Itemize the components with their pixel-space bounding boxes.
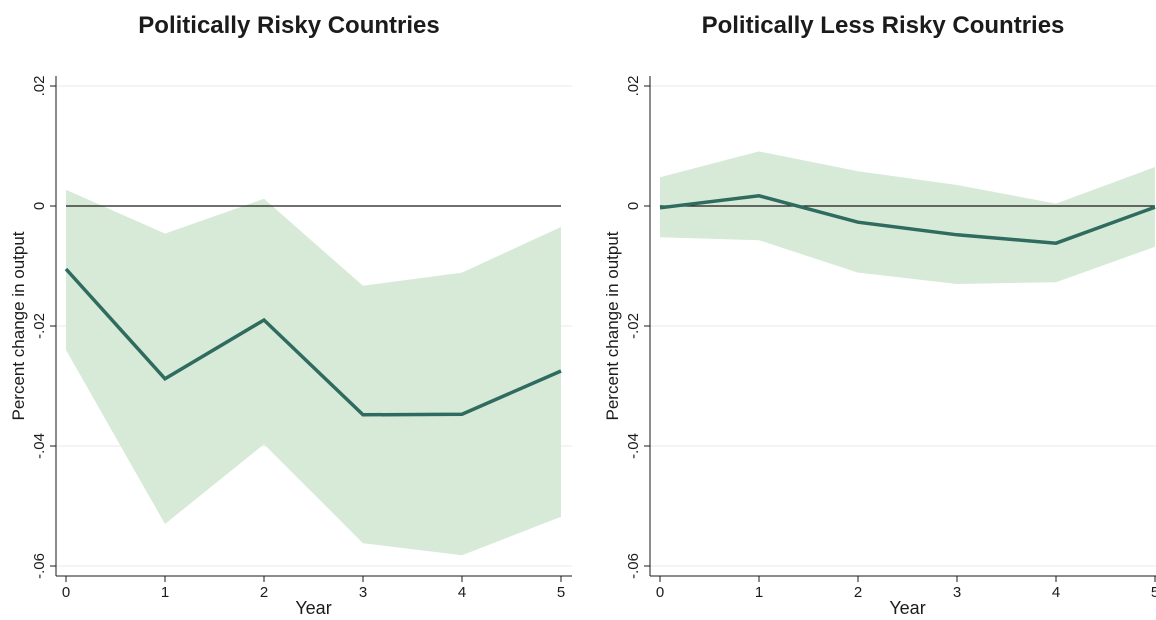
chart-title: Politically Less Risky Countries — [701, 12, 1065, 39]
y-tick-label: -.04 — [625, 433, 642, 459]
confidence-band — [660, 151, 1155, 284]
x-tick-label: 5 — [1151, 584, 1156, 601]
x-tick-label: 0 — [656, 584, 664, 601]
chart-panel-right: Politically Less Risky Countries -.06 -.0… — [594, 0, 1156, 620]
y-tick-label: -.06 — [625, 553, 642, 579]
confidence-band — [66, 189, 561, 556]
x-tick-label: 2 — [260, 584, 268, 601]
x-tick-label: 3 — [953, 584, 961, 601]
x-tick-label: 4 — [458, 584, 466, 601]
x-tick-label: 1 — [755, 584, 763, 601]
y-axis-label: Percent change in output — [9, 231, 28, 420]
y-tick-label: -.02 — [625, 313, 642, 339]
y-tick-label: .02 — [625, 76, 642, 97]
x-axis-label: Year — [889, 598, 925, 618]
x-tick-label: 3 — [359, 584, 367, 601]
y-axis-label: Percent change in output — [603, 231, 622, 420]
chart-panel-left: Politically Risky Countries -.06 -.04 -.02… — [9, 12, 572, 618]
x-tick-label: 1 — [161, 584, 169, 601]
y-tick-label: -.06 — [31, 553, 48, 579]
chart-right: -.06 -.04 -.02 0 .02 Percent change in output… — [603, 76, 1156, 618]
y-tick-label: -.02 — [31, 313, 48, 339]
x-tick-label: 5 — [557, 584, 565, 601]
series-line — [659, 194, 1156, 245]
y-tick-label: 0 — [31, 202, 48, 210]
x-tick-label: 2 — [854, 584, 862, 601]
chart-title: Politically Risky Countries — [138, 12, 440, 39]
y-tick-label: -.04 — [31, 433, 48, 459]
series-line — [64, 267, 562, 417]
chart-left: -.06 -.04 -.02 0 .02 Percent change in output… — [9, 76, 572, 618]
x-tick-label: 0 — [62, 584, 70, 601]
x-tick-label: 4 — [1052, 584, 1060, 601]
y-tick-label: .02 — [31, 76, 48, 97]
x-axis-label: Year — [295, 598, 331, 618]
y-tick-label: 0 — [625, 202, 642, 210]
